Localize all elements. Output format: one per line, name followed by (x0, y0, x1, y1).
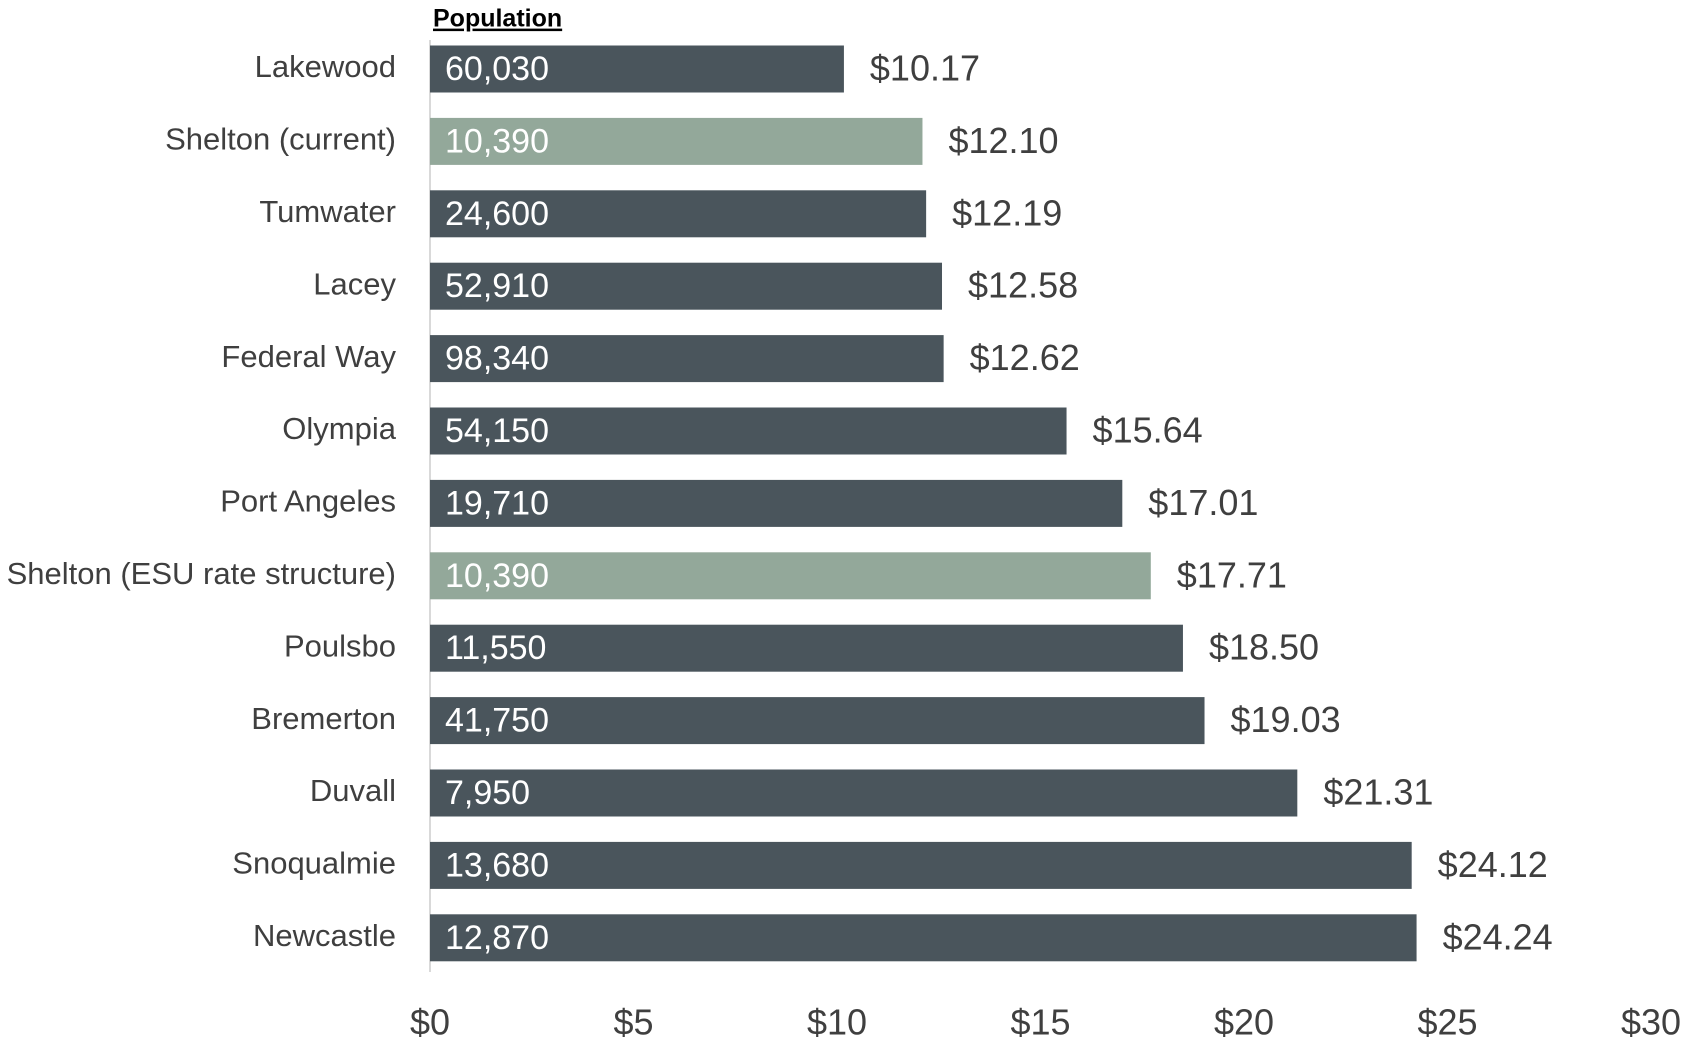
inner-label: 13,680 (445, 846, 549, 884)
value-label: $17.71 (1177, 554, 1287, 595)
category-label: Shelton (current) (165, 122, 396, 157)
category-label: Federal Way (221, 339, 396, 374)
bar (430, 335, 944, 383)
value-label: $18.50 (1209, 627, 1319, 668)
bar (430, 190, 927, 238)
bar (430, 769, 1298, 817)
category-label: Newcastle (253, 918, 396, 953)
value-label: $12.62 (970, 337, 1080, 378)
inner-label: 52,910 (445, 267, 549, 305)
bar (430, 624, 1183, 672)
bar (430, 552, 1151, 600)
category-label: Lakewood (255, 49, 396, 84)
inner-label: 10,390 (445, 122, 549, 160)
x-tick-label: $10 (807, 1002, 867, 1039)
x-tick-label: $0 (410, 1002, 450, 1039)
bar (430, 262, 943, 310)
x-tick-label: $15 (1010, 1002, 1070, 1039)
x-tick-label: $30 (1621, 1002, 1681, 1039)
category-label: Olympia (282, 411, 396, 446)
value-label: $24.12 (1438, 844, 1548, 885)
inner-label: 7,950 (445, 774, 530, 812)
bar (430, 841, 1412, 889)
value-label: $24.24 (1443, 916, 1553, 957)
value-label: $10.17 (870, 48, 980, 89)
value-label: $12.58 (968, 265, 1078, 306)
category-label: Shelton (ESU rate structure) (7, 556, 396, 591)
category-label: Lacey (313, 266, 396, 301)
bar (430, 407, 1067, 455)
category-label: Duvall (310, 773, 396, 808)
inner-label: 11,550 (445, 629, 546, 667)
category-label: Bremerton (251, 701, 396, 736)
category-label: Poulsbo (284, 628, 396, 663)
value-label: $12.19 (952, 192, 1062, 233)
inner-label: 12,870 (445, 919, 549, 957)
inner-labels-title: Population (433, 5, 562, 33)
inner-label: 10,390 (445, 557, 549, 595)
value-label: $12.10 (948, 120, 1058, 161)
category-label: Snoqualmie (232, 846, 396, 881)
bar (430, 479, 1123, 527)
value-label: $21.31 (1323, 772, 1433, 813)
category-label: Port Angeles (220, 484, 396, 519)
inner-label: 41,750 (445, 702, 549, 740)
inner-label: 54,150 (445, 412, 549, 450)
category-label: Tumwater (259, 194, 396, 229)
x-tick-label: $5 (613, 1002, 653, 1039)
bar (430, 45, 844, 93)
value-label: $19.03 (1231, 699, 1341, 740)
value-label: $17.01 (1148, 482, 1258, 523)
bar (430, 117, 923, 165)
inner-label: 19,710 (445, 484, 549, 522)
value-label: $15.64 (1093, 410, 1203, 451)
inner-label: 60,030 (445, 50, 549, 88)
inner-label: 98,340 (445, 340, 549, 378)
bar (430, 697, 1205, 745)
inner-label: 24,600 (445, 195, 549, 233)
x-tick-label: $20 (1214, 1002, 1274, 1039)
bar (430, 914, 1417, 962)
x-tick-label: $25 (1417, 1002, 1477, 1039)
